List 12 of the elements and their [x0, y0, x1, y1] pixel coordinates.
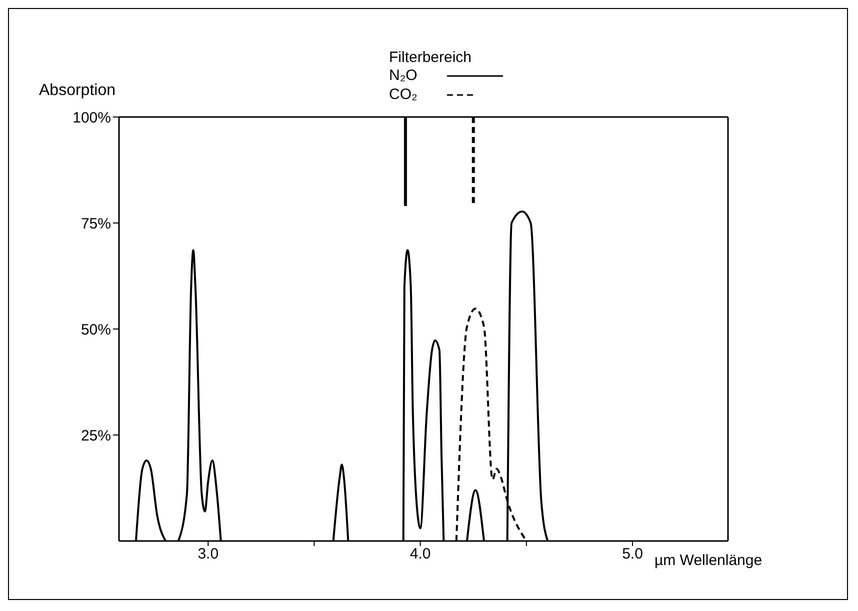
y-tick-label: 25%	[80, 427, 111, 444]
legend-label: CO₂	[389, 85, 418, 104]
legend-label: N₂O	[389, 66, 418, 85]
legend-title: Filterbereich	[389, 49, 473, 66]
x-axis-title: µm Wellenlänge	[654, 552, 762, 569]
x-tick-label: 3.0	[198, 546, 219, 563]
y-tick-label: 75%	[80, 215, 111, 232]
x-tick-label: 4.0	[410, 546, 431, 563]
y-tick-label: 50%	[80, 321, 111, 338]
x-tick-label: 5.0	[622, 546, 643, 563]
y-axis-title: Absorption	[39, 82, 116, 99]
y-tick-label: 100%	[72, 109, 111, 126]
